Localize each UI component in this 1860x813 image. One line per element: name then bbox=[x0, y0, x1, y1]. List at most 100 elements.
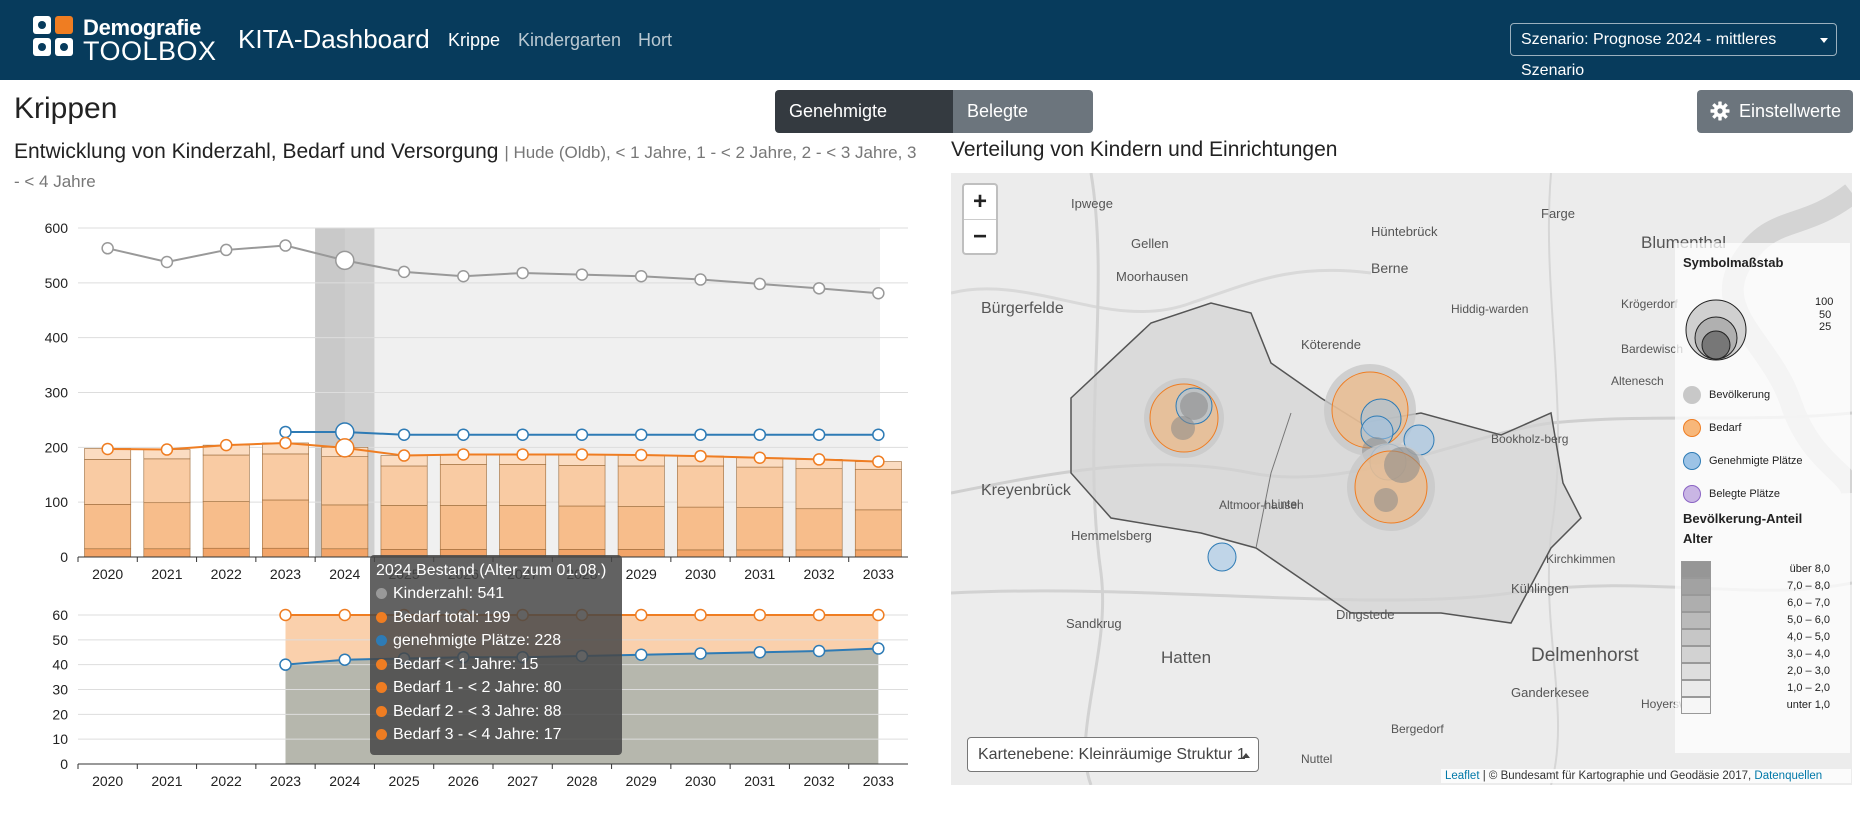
demand-bar-segment bbox=[795, 468, 843, 510]
legend-item-demand: Bedarf bbox=[1683, 418, 1741, 438]
series-point bbox=[335, 438, 355, 458]
legend-share-swatch bbox=[1681, 680, 1711, 697]
occupied-places-button[interactable]: Belegte Plätze bbox=[953, 90, 1093, 164]
place-label: Sandkrug bbox=[1066, 616, 1122, 631]
page-title: Krippen bbox=[14, 92, 118, 125]
series-point bbox=[279, 239, 292, 252]
legend-item-approved: Genehmigte Plätze bbox=[1683, 451, 1803, 471]
legend-item-population: Bevölkerung bbox=[1683, 385, 1770, 405]
x-tick-label: 2026 bbox=[448, 773, 479, 789]
series-point bbox=[634, 270, 648, 283]
x-tick-label: 2021 bbox=[151, 773, 182, 789]
series-point bbox=[634, 648, 648, 661]
legend-share-label: 7,0 – 8,0 bbox=[1787, 580, 1830, 592]
map-layer-dropdown[interactable]: Kartenebene: Kleinräumige Struktur 1 bbox=[967, 737, 1259, 772]
legend-share-swatch bbox=[1681, 612, 1711, 629]
demand-bar-segment bbox=[439, 464, 487, 506]
demand-bar-segment bbox=[854, 468, 902, 511]
y-tick-label: 60 bbox=[52, 607, 68, 623]
y-tick-label: 20 bbox=[52, 706, 68, 722]
settings-button[interactable]: Einstellwerte bbox=[1697, 90, 1853, 133]
development-chart[interactable]: 0 100 200 300 400 500 600 2020 2021 2022 2023 2024 2… bbox=[0, 205, 930, 590]
demand-bar-segment bbox=[321, 504, 369, 550]
approved-places-button[interactable]: Genehmigte Plätze bbox=[775, 90, 953, 164]
tooltip-row: Bedarf total: 199 bbox=[376, 606, 616, 630]
demand-bar-segment bbox=[202, 454, 250, 502]
series-point bbox=[338, 653, 352, 666]
x-tick-label: 2024 bbox=[329, 773, 360, 789]
legend-symbol-title: Symbolmaßstab bbox=[1683, 255, 1784, 270]
series-point bbox=[634, 608, 648, 622]
scenario-dropdown[interactable]: Szenario: Prognose 2024 - mittleres Szen… bbox=[1510, 23, 1837, 79]
legend-share-label: unter 1,0 bbox=[1786, 699, 1830, 711]
tooltip-row: Bedarf < 1 Jahre: 15 bbox=[376, 653, 616, 677]
series-point bbox=[753, 608, 767, 622]
x-tick-label: 2031 bbox=[744, 566, 775, 582]
series-point bbox=[279, 436, 292, 450]
place-label: Hüntebrück bbox=[1371, 224, 1438, 239]
legend-share-label: 3,0 – 4,0 bbox=[1787, 648, 1830, 660]
logo-text-line2: TOOLBOX bbox=[83, 36, 217, 66]
x-tick-label: 2021 bbox=[151, 566, 182, 582]
series-point bbox=[397, 428, 411, 441]
tooltip-row: Kinderzahl: 541 bbox=[376, 582, 616, 606]
x-tick-label: 2020 bbox=[92, 566, 123, 582]
place-label: Nuttel bbox=[1301, 752, 1332, 766]
demand-bar-segment bbox=[617, 549, 665, 558]
caret-down-icon bbox=[1820, 38, 1828, 43]
place-label: Farge bbox=[1541, 206, 1575, 221]
series-point bbox=[279, 658, 292, 671]
chart-heading: Entwicklung von Kinderzahl, Bedarf und V… bbox=[14, 138, 924, 196]
demand-bar-segment bbox=[202, 547, 250, 558]
series-point bbox=[694, 273, 707, 286]
demand-bar-segment bbox=[84, 459, 132, 505]
caret-up-icon bbox=[1242, 753, 1250, 758]
demand-bar-segment bbox=[321, 548, 369, 558]
series-point bbox=[457, 270, 470, 283]
series-point bbox=[812, 608, 826, 622]
legend-share-swatch bbox=[1681, 646, 1711, 663]
nav-link-krippe[interactable]: Krippe bbox=[448, 30, 501, 50]
demand-bar-segment bbox=[262, 499, 309, 549]
series-point bbox=[457, 428, 470, 441]
nav-link-hort[interactable]: Hort bbox=[638, 30, 673, 50]
series-dot-icon bbox=[376, 635, 387, 646]
scale-label-25: 25 bbox=[1819, 321, 1832, 333]
place-label: Hemmelsberg bbox=[1071, 528, 1152, 543]
zoom-out-button[interactable]: − bbox=[964, 219, 996, 253]
series-point bbox=[516, 266, 529, 280]
series-point bbox=[753, 428, 767, 441]
series-point bbox=[694, 428, 707, 441]
nav-link-kindergarten[interactable]: Kindergarten bbox=[518, 30, 622, 50]
zoom-in-button[interactable]: + bbox=[972, 188, 987, 215]
series-point bbox=[575, 268, 589, 281]
map-layer-label: Kartenebene: Kleinräumige Struktur 1 bbox=[978, 746, 1246, 763]
place-label: Kreyenbrück bbox=[981, 482, 1072, 499]
series-point bbox=[575, 448, 589, 461]
leaflet-link[interactable]: Leaflet bbox=[1445, 770, 1480, 782]
demand-bar-segment bbox=[262, 453, 309, 501]
tooltip-row-label: Bedarf 2 - < 3 Jahre: 88 bbox=[393, 702, 562, 720]
chart-heading-title: Entwicklung von Kinderzahl, Bedarf und V… bbox=[14, 140, 499, 163]
navbar: Demografie TOOLBOX KITA-Dashboard Krippe… bbox=[0, 0, 1860, 80]
demand-bar-segment bbox=[736, 507, 784, 551]
brand-title[interactable]: KITA-Dashboard bbox=[238, 24, 430, 54]
logo[interactable]: Demografie TOOLBOX bbox=[33, 15, 216, 66]
place-label: Kirchkimmen bbox=[1546, 552, 1615, 566]
y-tick-label: 400 bbox=[45, 330, 69, 346]
x-tick-label: 2030 bbox=[685, 773, 716, 789]
demand-bar-segment bbox=[84, 548, 132, 558]
series-point bbox=[753, 646, 767, 659]
place-label: Moorhausen bbox=[1116, 269, 1188, 284]
series-dot-icon bbox=[376, 729, 387, 740]
legend-share-title: Bevölkerung-Anteil bbox=[1683, 511, 1803, 526]
y-tick-label: 30 bbox=[52, 682, 68, 698]
data-sources-link[interactable]: Datenquellen bbox=[1754, 770, 1823, 782]
legend-share-swatch bbox=[1681, 595, 1711, 612]
demand-bar-segment bbox=[677, 549, 724, 558]
series-point bbox=[219, 438, 233, 452]
place-label: Bookholz-berg bbox=[1491, 432, 1568, 446]
legend-share-subtitle: Alter bbox=[1683, 531, 1713, 546]
x-tick-label: 2033 bbox=[863, 566, 894, 582]
demand-bar-segment bbox=[262, 547, 309, 558]
